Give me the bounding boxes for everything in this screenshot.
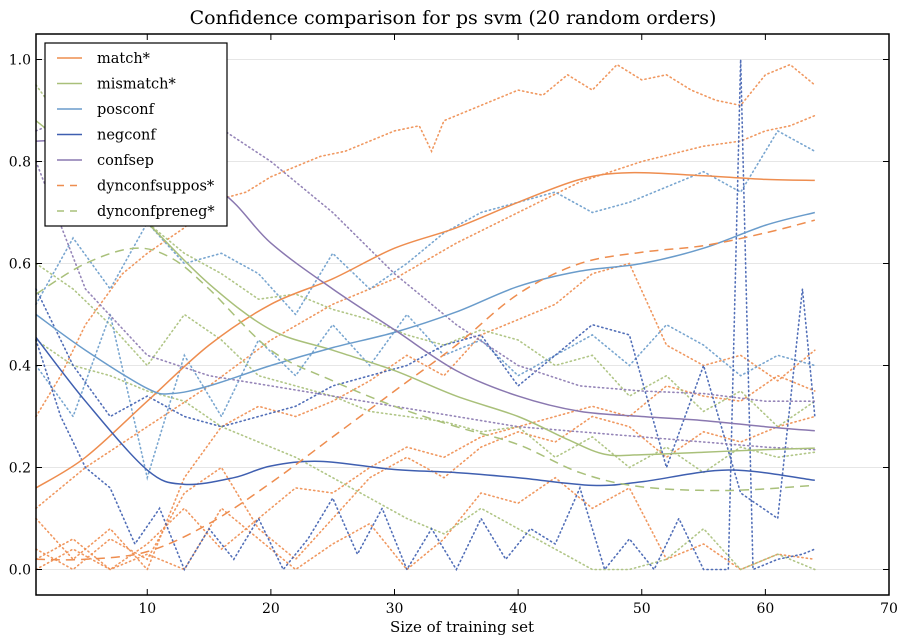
dotted-series-12	[35, 288, 816, 520]
x-tick-label: 10	[138, 601, 156, 617]
legend-label: dynconfpreneg*	[97, 204, 215, 220]
y-tick-label: 0.4	[9, 359, 31, 375]
series-group	[35, 120, 816, 561]
y-tick-label: 0.2	[9, 461, 31, 477]
dotted-series-1	[35, 114, 816, 510]
dotted-series-6	[35, 84, 816, 428]
x-axis-label: Size of training set	[390, 618, 534, 636]
legend-label: negconf	[97, 128, 157, 144]
legend-label: mismatch*	[97, 77, 177, 93]
dotted-series-7	[35, 262, 816, 474]
y-tick-label: 0.0	[9, 563, 31, 579]
x-tick-label: 50	[633, 601, 651, 617]
series-match	[35, 171, 815, 489]
y-tick-label: 0.8	[9, 155, 31, 171]
plot-frame	[35, 33, 890, 596]
chart-title: Confidence comparison for ps svm (20 ran…	[190, 7, 717, 29]
legend-label: confsep	[97, 153, 154, 169]
legend-label: match*	[97, 51, 151, 67]
series-negconf	[35, 336, 815, 487]
y-tick-label: 0.6	[9, 257, 31, 273]
dotted-series-4	[35, 415, 816, 571]
x-tick-label: 70	[880, 601, 898, 617]
dotted-series-10	[35, 311, 816, 481]
dotted-series-3	[35, 374, 816, 571]
dotted-series-9	[35, 129, 816, 316]
legend: match* mismatch* posconf negconf confsep dync…	[44, 42, 228, 227]
dotted-series-8	[35, 339, 816, 571]
series-dynconfsuppos	[35, 219, 816, 561]
series-dynconfpreneg	[35, 247, 815, 492]
legend-label: posconf	[97, 102, 156, 118]
legend-label: dynconfsuppos*	[97, 179, 215, 195]
x-tick-label: 30	[386, 601, 404, 617]
x-tick-label: 40	[509, 601, 527, 617]
x-tick-label: 60	[756, 601, 774, 617]
axis-ticks: 10 20 30 40 50 60 70 0.0 0.2 0.4 0.6 0.8 1.0	[9, 34, 898, 617]
dotted-series-14	[35, 160, 816, 451]
dotted-series-11	[35, 59, 816, 572]
y-tick-label: 1.0	[9, 53, 31, 69]
dotted-series-5	[35, 476, 816, 571]
series-mismatch	[35, 120, 815, 457]
x-tick-label: 20	[262, 601, 280, 617]
series-posconf	[35, 211, 816, 395]
